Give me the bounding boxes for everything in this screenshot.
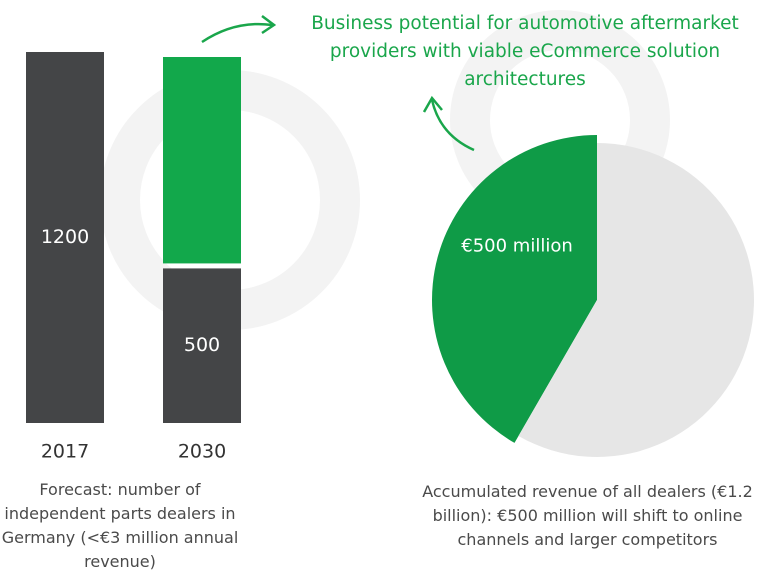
pie-caption: Accumulated revenue of all dealers (€1.2…	[422, 482, 753, 549]
bar-segment	[26, 52, 104, 423]
arrows	[201, 15, 475, 152]
bar-caption: Forecast: number of independent parts de…	[1, 480, 239, 571]
pie-slice	[432, 135, 597, 443]
bar-segment	[163, 57, 241, 264]
x-tick-label: 2017	[41, 441, 89, 463]
bar-segment	[163, 268, 241, 423]
chart-title: Business potential for automotive afterm…	[311, 13, 739, 90]
data-label: €500 million	[461, 235, 573, 256]
data-label: 1200	[41, 226, 89, 248]
data-label: 500	[184, 334, 220, 356]
pie-slice	[518, 143, 754, 458]
x-tick-label: 2030	[178, 441, 226, 463]
